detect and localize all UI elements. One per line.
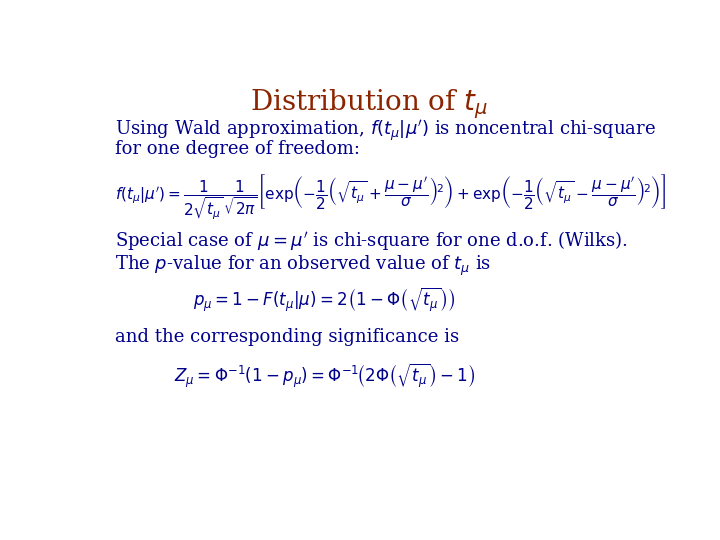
Text: $f(t_{\mu}|\mu') = \dfrac{1}{2\sqrt{t_{\mu}}} \dfrac{1}{\sqrt{2\pi}} \left[ \exp: $f(t_{\mu}|\mu') = \dfrac{1}{2\sqrt{t_{\… <box>115 173 667 222</box>
Text: and the corresponding significance is: and the corresponding significance is <box>115 328 459 346</box>
Text: $Z_{\mu} = \Phi^{-1}(1 - p_{\mu}) = \Phi^{-1}\!\left(2\Phi\left(\sqrt{t_{\mu}}\r: $Z_{\mu} = \Phi^{-1}(1 - p_{\mu}) = \Phi… <box>174 362 475 390</box>
Text: Distribution of $t_{\mu}$: Distribution of $t_{\mu}$ <box>250 87 488 122</box>
Text: $p_{\mu} = 1 - F(t_{\mu}|\mu) = 2\left(1 - \Phi\left(\sqrt{t_{\mu}}\right)\right: $p_{\mu} = 1 - F(t_{\mu}|\mu) = 2\left(1… <box>193 286 456 314</box>
Text: for one degree of freedom:: for one degree of freedom: <box>115 140 360 158</box>
Text: Using Wald approximation, $f(t_{\mu}|\mu')$ is noncentral chi-square: Using Wald approximation, $f(t_{\mu}|\mu… <box>115 119 656 144</box>
Text: The $p$-value for an observed value of $t_{\mu}$ is: The $p$-value for an observed value of $… <box>115 254 491 278</box>
Text: Special case of $\mu = \mu'$ is chi-square for one d.o.f. (Wilks).: Special case of $\mu = \mu'$ is chi-squa… <box>115 229 628 252</box>
